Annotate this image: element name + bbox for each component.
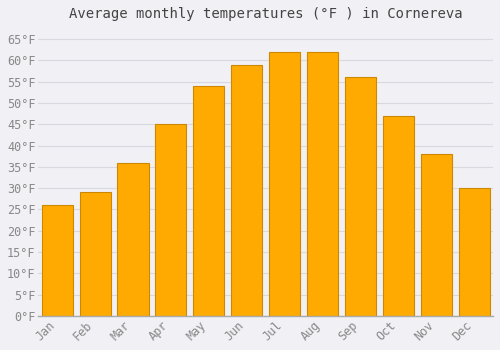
Bar bbox=[307, 52, 338, 316]
Title: Average monthly temperatures (°F ) in Cornereva: Average monthly temperatures (°F ) in Co… bbox=[69, 7, 462, 21]
Bar bbox=[383, 116, 414, 316]
Bar bbox=[420, 154, 452, 316]
Bar bbox=[156, 124, 186, 316]
Bar bbox=[231, 65, 262, 316]
Bar bbox=[458, 188, 490, 316]
Bar bbox=[42, 205, 72, 316]
Bar bbox=[269, 52, 300, 316]
Bar bbox=[345, 77, 376, 316]
Bar bbox=[193, 86, 224, 316]
Bar bbox=[80, 193, 110, 316]
Bar bbox=[118, 163, 148, 316]
